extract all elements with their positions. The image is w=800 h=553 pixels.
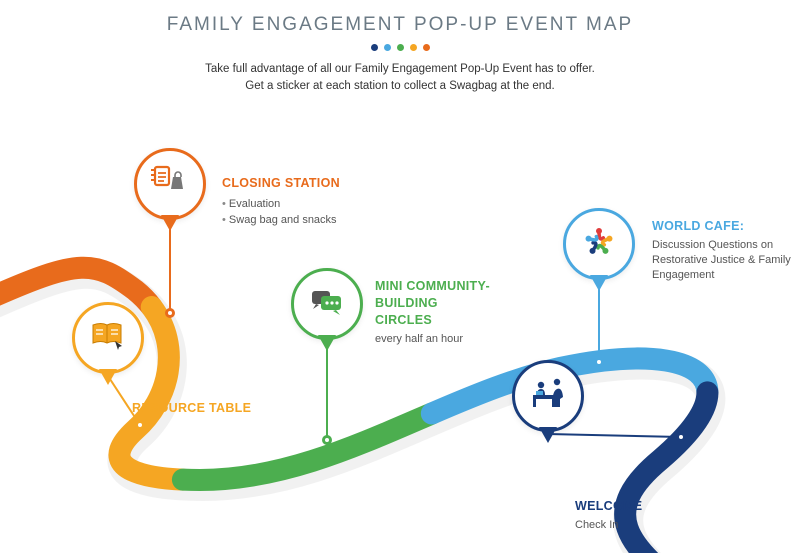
accent-dot xyxy=(423,44,430,51)
closing-heading: CLOSING STATION xyxy=(222,175,382,192)
accent-dot xyxy=(384,44,391,51)
closing-bullets: EvaluationSwag bag and snacks xyxy=(222,196,382,229)
accent-dot xyxy=(371,44,378,51)
clipboard-bag-icon xyxy=(149,161,191,208)
resource-pin-circle xyxy=(72,302,144,374)
welcome-road-node xyxy=(676,432,686,442)
community-pin-circle xyxy=(291,268,363,340)
resource-road-node xyxy=(135,420,145,430)
resource-label: RESOURCE TABLE xyxy=(132,400,272,417)
desk-icon xyxy=(527,373,569,420)
resource-heading: RESOURCE TABLE xyxy=(132,400,272,417)
chat-icon xyxy=(306,281,348,328)
welcome-desc: Check In xyxy=(575,518,695,533)
subtitle-line-2: Get a sticker at each station to collect… xyxy=(0,78,800,95)
welcome-pin xyxy=(512,360,584,432)
page-title: FAMILY ENGAGEMENT POP-UP EVENT MAP xyxy=(0,14,800,36)
welcome-heading: WELCOME xyxy=(575,498,695,515)
worldcafe-pin-circle xyxy=(563,208,635,280)
closing-pin-circle xyxy=(134,148,206,220)
worldcafe-road-node xyxy=(594,357,604,367)
community-label: MINI COMMUNITY-BUILDING CIRCLES every hal… xyxy=(375,278,495,346)
accent-dot xyxy=(397,44,404,51)
welcome-pin-circle xyxy=(512,360,584,432)
closing-label: CLOSING STATION EvaluationSwag bag and sn… xyxy=(222,175,382,229)
community-road-node xyxy=(322,435,332,445)
welcome-label: WELCOME Check In xyxy=(575,498,695,533)
community-desc: every half an hour xyxy=(375,332,495,347)
subtitle-line-1: Take full advantage of all our Family En… xyxy=(0,61,800,78)
closing-bullet: Swag bag and snacks xyxy=(222,212,382,229)
closing-pin xyxy=(134,148,206,220)
header: FAMILY ENGAGEMENT POP-UP EVENT MAP Take … xyxy=(0,0,800,96)
worldcafe-label: WORLD CAFE: Discussion Questions on Resto… xyxy=(652,218,792,282)
worldcafe-heading: WORLD CAFE: xyxy=(652,218,792,235)
community-heading: MINI COMMUNITY-BUILDING CIRCLES xyxy=(375,278,495,329)
subtitle: Take full advantage of all our Family En… xyxy=(0,61,800,96)
worldcafe-desc: Discussion Questions on Restorative Just… xyxy=(652,238,792,283)
accent-dot xyxy=(410,44,417,51)
closing-road-node xyxy=(165,308,175,318)
accent-dots xyxy=(0,44,800,51)
worldcafe-pin xyxy=(563,208,635,280)
resource-pin xyxy=(72,302,144,374)
community-pin xyxy=(291,268,363,340)
closing-bullet: Evaluation xyxy=(222,196,382,213)
book-cursor-icon xyxy=(87,315,129,362)
people-star-icon xyxy=(578,221,620,268)
